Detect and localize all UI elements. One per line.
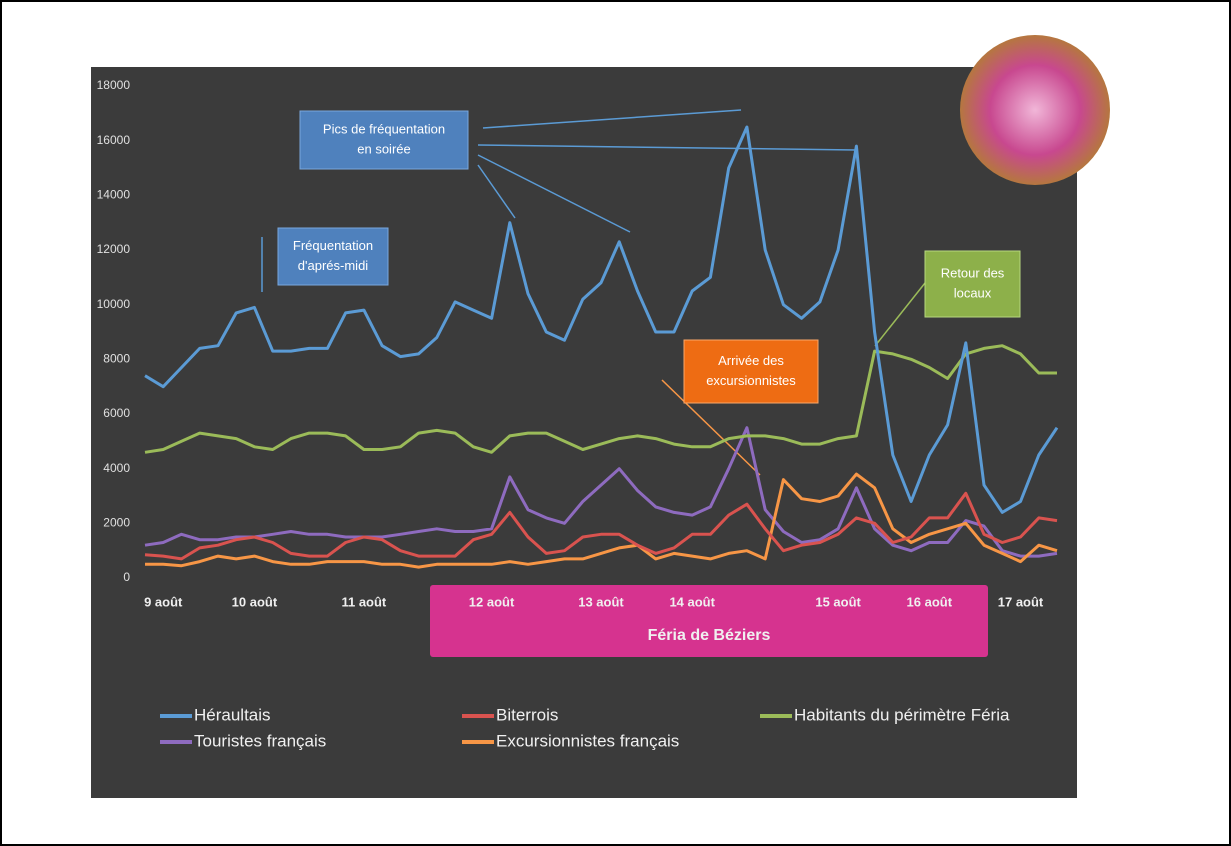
callout-line bbox=[661, 379, 761, 476]
callout-line bbox=[477, 144, 857, 151]
annotation-text: d'aprés-midi bbox=[298, 258, 369, 273]
legend-label: Touristes français bbox=[194, 731, 326, 750]
y-tick-label: 0 bbox=[123, 570, 130, 584]
annotation-text: locaux bbox=[954, 285, 992, 300]
annotation-text: excursionnistes bbox=[706, 373, 796, 388]
x-tick-label: 14 août bbox=[669, 594, 715, 609]
annotation-box bbox=[299, 110, 469, 170]
x-tick-label: 12 août bbox=[469, 594, 515, 609]
x-tick-label: 13 août bbox=[578, 594, 624, 609]
legend-label: Héraultais bbox=[194, 705, 271, 724]
medallion bbox=[960, 35, 1110, 185]
callout-line bbox=[874, 282, 926, 347]
callout-line bbox=[482, 109, 742, 129]
annotation-box bbox=[683, 339, 819, 404]
y-tick-label: 4000 bbox=[103, 461, 130, 475]
annotation-text: Arrivée des bbox=[718, 353, 784, 368]
legend-label: Biterrois bbox=[496, 705, 558, 724]
annotation-box bbox=[277, 227, 389, 286]
y-tick-label: 18000 bbox=[97, 78, 131, 92]
y-tick-label: 16000 bbox=[97, 133, 131, 147]
x-tick-label: 11 août bbox=[341, 594, 386, 609]
callout-lines bbox=[261, 109, 926, 476]
series-line bbox=[144, 426, 1058, 558]
x-tick-label: 9 août bbox=[144, 594, 183, 609]
y-tick-label: 6000 bbox=[103, 406, 130, 420]
annotation-box bbox=[924, 250, 1021, 318]
annotation-text: Retour des bbox=[941, 265, 1005, 280]
x-tick-label: 15 août bbox=[815, 594, 861, 609]
y-tick-label: 8000 bbox=[103, 352, 130, 366]
chart-background bbox=[91, 67, 1077, 798]
feria-band bbox=[430, 585, 988, 657]
x-tick-label: 10 août bbox=[232, 594, 278, 609]
y-tick-label: 14000 bbox=[97, 188, 131, 202]
legend-label: Habitants du périmètre Féria bbox=[794, 705, 1010, 724]
callout-line bbox=[477, 154, 631, 233]
feria-label: Féria de Béziers bbox=[648, 627, 771, 644]
annotation-text: Fréquentation bbox=[293, 238, 373, 253]
series-line bbox=[144, 125, 1059, 514]
y-tick-label: 10000 bbox=[97, 297, 131, 311]
x-tick-label: 16 août bbox=[907, 594, 953, 609]
x-tick-label: 17 août bbox=[998, 594, 1044, 609]
y-tick-label: 12000 bbox=[97, 242, 131, 256]
callout-line bbox=[477, 164, 516, 219]
legend-label: Excursionnistes français bbox=[496, 731, 679, 750]
annotation-text: en soirée bbox=[357, 141, 410, 156]
series-line bbox=[144, 491, 1058, 561]
y-tick-label: 2000 bbox=[103, 516, 130, 530]
series-line bbox=[144, 344, 1057, 454]
annotation-text: Pics de fréquentation bbox=[323, 121, 445, 136]
